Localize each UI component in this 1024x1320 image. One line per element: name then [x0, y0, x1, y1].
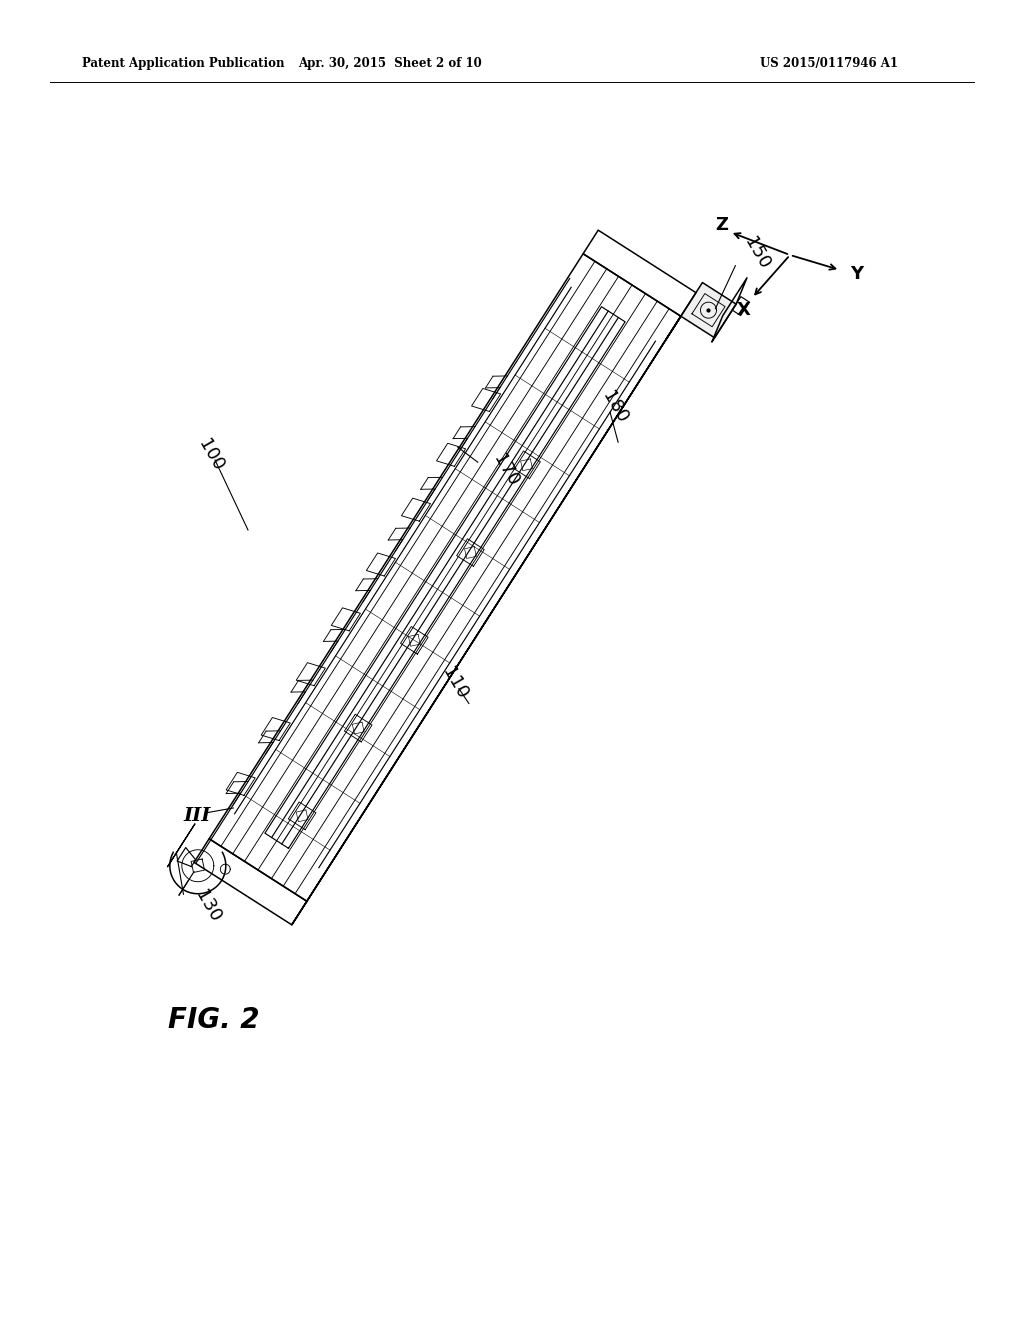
Text: 180: 180 [598, 388, 631, 426]
Text: Y: Y [850, 265, 863, 282]
Text: Z: Z [716, 216, 728, 234]
Polygon shape [457, 539, 484, 566]
Text: FIG. 2: FIG. 2 [168, 1006, 259, 1034]
Text: 170: 170 [489, 451, 522, 490]
Text: 150: 150 [740, 235, 773, 273]
Text: US 2015/0117946 A1: US 2015/0117946 A1 [760, 57, 898, 70]
Text: 130: 130 [191, 887, 224, 925]
Text: Patent Application Publication: Patent Application Publication [82, 57, 285, 70]
Polygon shape [681, 282, 736, 338]
Text: X: X [737, 301, 751, 319]
Polygon shape [400, 627, 428, 655]
Text: 110: 110 [439, 664, 471, 702]
Polygon shape [344, 714, 372, 742]
Polygon shape [209, 253, 681, 902]
Text: 100: 100 [195, 436, 227, 474]
Text: Apr. 30, 2015  Sheet 2 of 10: Apr. 30, 2015 Sheet 2 of 10 [298, 57, 482, 70]
Polygon shape [292, 317, 681, 925]
Polygon shape [289, 803, 316, 830]
Text: III: III [183, 807, 211, 825]
Polygon shape [513, 451, 541, 479]
